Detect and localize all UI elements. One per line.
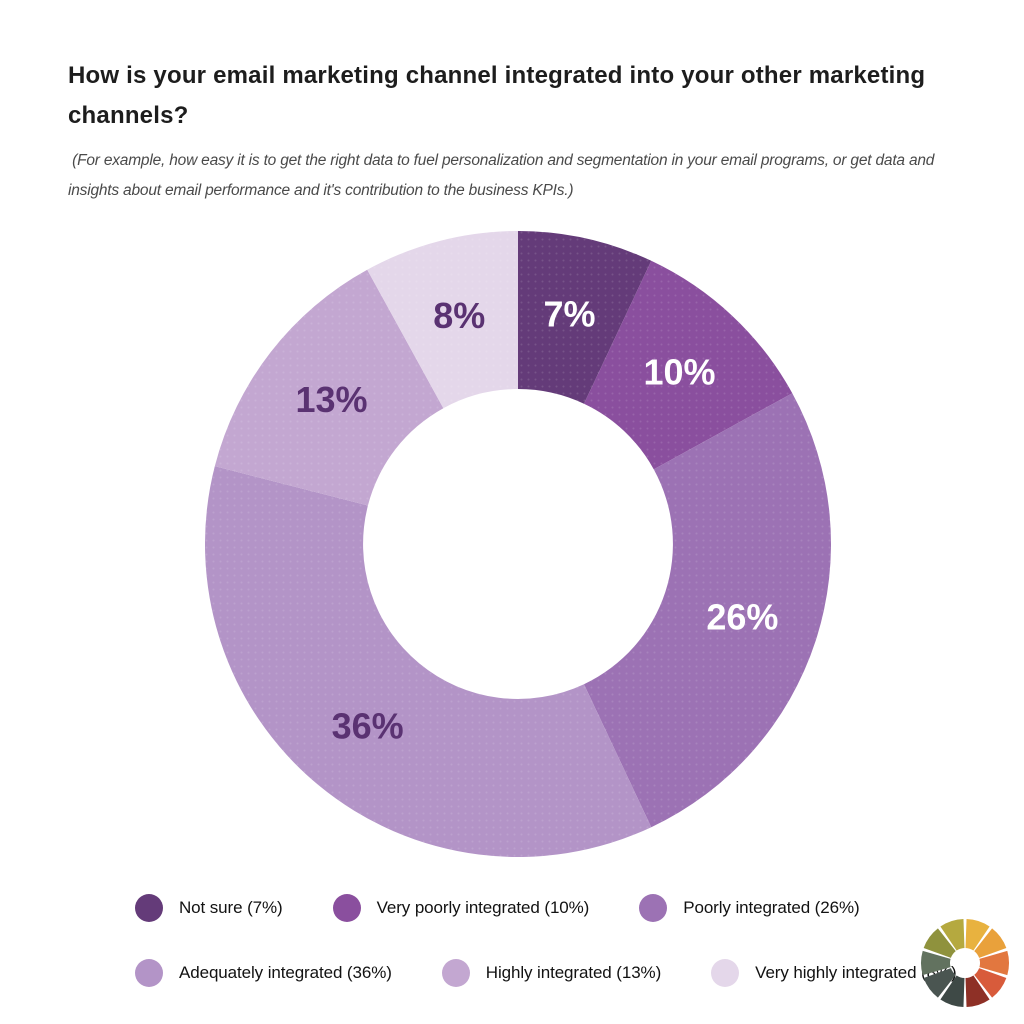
logo-segment [940,975,965,1007]
legend-item-highly-integrated-13: Highly integrated (13%) [441,959,662,987]
logo-segment [974,968,1007,998]
slice-value-label-highly-integrated: 13% [295,379,367,420]
legend-row: Adequately integrated (36%) Highly integr… [135,959,957,987]
logo-segment [974,928,1007,958]
logo-segment [979,950,1010,976]
legend-row: Not sure (7%) Very poorly integrated (10%… [135,894,957,922]
slice-value-label-poorly-integrated: 26% [706,597,778,638]
legend-item-very-poorly-integrated-10: Very poorly integrated (10%) [332,894,590,922]
logo-segment [923,968,956,998]
logo-segment [920,950,951,976]
legend-item-poorly-integrated-26: Poorly integrated (26%) [639,894,860,922]
donut-chart: 7% 10% 26% 36% 13% 8% [205,231,831,857]
legend-label: Poorly integrated (26%) [683,898,860,917]
legend-swatch-icon [135,959,163,987]
legend-item-adequately-integrated-36: Adequately integrated (36%) [135,959,392,987]
logo-segment [940,919,965,951]
slice-value-label-adequately-integrated: 36% [332,705,404,746]
legend-swatch-icon [332,894,361,922]
logo-segment [965,975,990,1007]
legend-label: Very poorly integrated (10%) [376,898,590,917]
chart-subtitle: (For example, how easy it is to get the … [68,152,939,199]
legend-label: Adequately integrated (36%) [179,963,392,982]
logo-segment [923,928,956,958]
legend-swatch-icon [639,894,668,922]
legend-label: Not sure (7%) [179,898,283,917]
slice-value-label-very-highly-integrated: 8% [433,295,485,336]
color-wheel-logo-icon [920,919,1010,1007]
legend-swatch-icon [711,959,740,987]
legend-swatch-icon [135,894,163,922]
legend-label: Very highly integrated (8%) [755,963,957,982]
legend-label: Highly integrated (13%) [485,963,662,982]
legend-swatch-icon [441,959,470,987]
chart-title: How is your email marketing channel inte… [68,62,926,129]
donut-texture [205,231,831,857]
legend-item-not-sure-7: Not sure (7%) [135,894,283,922]
chart-legend: Not sure (7%) Very poorly integrated (10%… [135,894,957,987]
legend-item-very-highly-integrated-8: Very highly integrated (8%) [711,959,957,987]
slice-value-label-very-poorly-integrated: 10% [643,352,715,393]
slice-value-label-not-sure: 7% [543,293,595,334]
logo-segment [965,919,990,951]
